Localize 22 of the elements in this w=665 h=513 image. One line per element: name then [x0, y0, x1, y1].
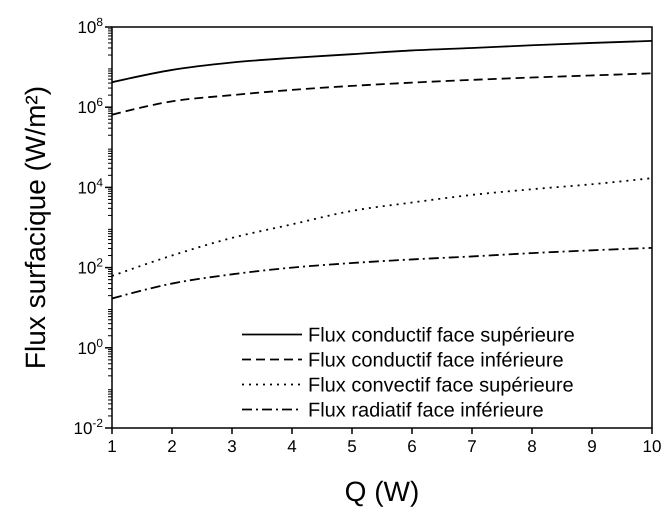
x-tick-label: 4	[287, 437, 297, 456]
y-tick-label: 10$^{0}$	[77, 336, 104, 358]
x-tick-label: 5	[347, 437, 357, 456]
x-tick-label: 8	[527, 437, 537, 456]
legend-label: Flux conductif face inférieure	[308, 350, 564, 372]
x-tick-label: 10	[642, 437, 662, 456]
x-axis-title: Q (W)	[344, 476, 420, 507]
y-tick-label: 10$^{4}$	[77, 175, 104, 198]
x-tick-label: 3	[227, 437, 237, 456]
x-tick-label: 1	[107, 437, 117, 456]
y-tick-label: 10$^{-2}$	[74, 416, 104, 438]
y-tick-label: 10$^{6}$	[77, 95, 104, 118]
y-axis-title: Flux surfacique (W/m²)	[20, 86, 51, 370]
x-tick-label: 2	[167, 437, 177, 456]
y-tick-label: 10$^{8}$	[77, 15, 104, 37]
legend-label: Flux convectif face supérieure	[308, 374, 574, 396]
legend-label: Flux radiatif face inférieure	[308, 400, 544, 422]
legend-label: Flux conductif face supérieure	[308, 324, 575, 346]
x-tick-label: 9	[587, 437, 597, 456]
x-tick-label: 7	[467, 437, 477, 456]
x-tick-label: 6	[407, 437, 417, 456]
y-tick-label: 10$^{2}$	[77, 256, 104, 278]
